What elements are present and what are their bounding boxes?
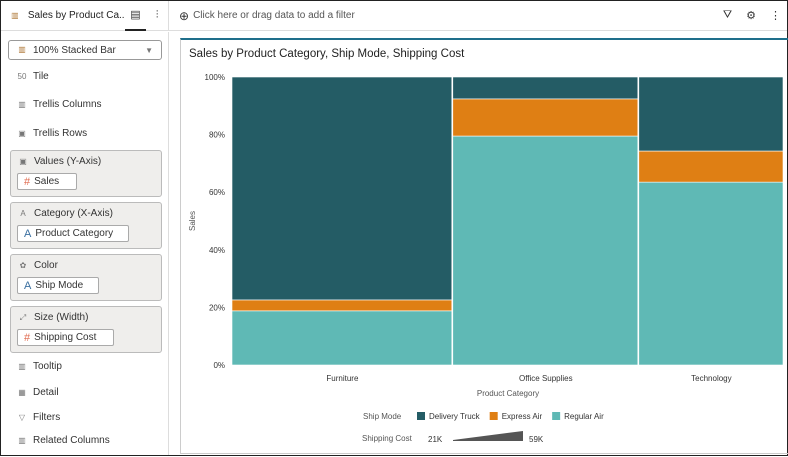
size-legend-max: 59K — [529, 435, 544, 444]
chart-type-value: 100% Stacked Bar — [33, 44, 116, 56]
y-tick-label: 80% — [209, 131, 225, 140]
grammar-panel: ▥ 100% Stacked Bar ▼ 50 Tile ▥ Trellis Col… — [1, 32, 169, 455]
number-icon: # — [24, 331, 31, 344]
bar-segment-delivery-truck[interactable] — [452, 76, 639, 100]
size-legend-min: 21K — [428, 435, 443, 444]
drop-zone-related-columns[interactable]: ▥ Related Columns — [17, 435, 110, 446]
y-tick-label: 0% — [213, 361, 225, 370]
bar-segment-regular-air[interactable] — [638, 181, 784, 366]
item-label: Trellis Rows — [33, 128, 88, 139]
y-tick-label: 100% — [205, 73, 225, 82]
legend-item[interactable]: Delivery Truck — [429, 412, 481, 421]
drop-zone-filters[interactable]: ▽ Filters — [17, 412, 60, 423]
zone-label: Color — [34, 260, 58, 271]
y-axis-label: Sales — [188, 211, 197, 231]
related-columns-icon: ▥ — [18, 435, 26, 445]
column-pill-ship-mode[interactable]: A Ship Mode — [17, 277, 99, 294]
palette-icon: ✿ — [19, 260, 27, 270]
x-tick-label: Office Supplies — [519, 374, 573, 383]
column-pill-product-category[interactable]: A Product Category — [17, 225, 129, 242]
x-tick-label: Furniture — [326, 374, 359, 383]
bar-segment-regular-air[interactable] — [231, 310, 453, 366]
drop-zone-tile[interactable]: 50 Tile — [17, 71, 49, 82]
filter-options-icon[interactable]: ⛛ — [722, 9, 733, 21]
chart-type-select[interactable]: ▥ 100% Stacked Bar ▼ — [8, 40, 162, 60]
drop-zone-color[interactable]: ✿ Color A Ship Mode — [10, 254, 162, 301]
column-pill-sales[interactable]: # Sales — [17, 173, 77, 190]
drop-zone-tooltip[interactable]: ▥ Tooltip — [17, 361, 62, 372]
number-icon: # — [24, 175, 31, 188]
legend-swatch[interactable] — [489, 412, 498, 420]
item-label: Tooltip — [33, 361, 62, 372]
chevron-down-icon: ▼ — [145, 45, 153, 55]
size-legend-title: Shipping Cost — [362, 434, 413, 443]
visualization-title-tab[interactable]: Sales by Product Ca... — [27, 10, 125, 21]
x-axis-label: Product Category — [477, 389, 539, 398]
bar-segment-delivery-truck[interactable] — [638, 76, 784, 152]
zone-label: Size (Width) — [34, 312, 89, 323]
properties-tab-icon[interactable]: ⫶ — [155, 9, 159, 21]
resize-icon: ⤢ — [19, 312, 27, 322]
y-tick-label: 20% — [209, 303, 225, 312]
add-filter-icon[interactable]: ⊕ — [179, 8, 190, 23]
item-label: Related Columns — [33, 435, 110, 446]
more-icon[interactable]: ⋮ — [770, 10, 781, 22]
pill-label: Sales — [34, 176, 60, 187]
chart-card: Sales by Product Category, Ship Mode, Sh… — [180, 38, 788, 454]
grammar-tab-icon[interactable]: ▤ — [124, 1, 147, 31]
drop-zone-trellis-rows[interactable]: ▣ Trellis Rows — [17, 128, 87, 139]
y-tick-label: 60% — [209, 188, 225, 197]
text-icon: A — [24, 279, 32, 292]
drop-zone-trellis-columns[interactable]: ▥ Trellis Columns — [17, 99, 102, 110]
legend-title: Ship Mode — [363, 412, 402, 421]
detail-icon: ▦ — [18, 387, 26, 397]
legend-item[interactable]: Regular Air — [564, 412, 604, 421]
drop-zone-size[interactable]: ⤢ Size (Width) # Shipping Cost — [10, 306, 162, 353]
bar-segment-express-air[interactable] — [638, 150, 784, 183]
bar-chart-icon: ▥ — [11, 10, 19, 20]
pill-label: Product Category — [35, 228, 114, 239]
zone-label: Values (Y-Axis) — [34, 156, 102, 167]
bar-segment-regular-air[interactable] — [452, 135, 639, 366]
x-tick-label: Technology — [691, 374, 731, 383]
bar-segment-express-air[interactable] — [452, 98, 639, 137]
item-label: Detail — [33, 387, 59, 398]
pill-label: Shipping Cost — [34, 332, 97, 343]
zone-label: Category (X-Axis) — [34, 208, 113, 219]
bar-chart-icon: ▥ — [18, 45, 26, 54]
item-label: Trellis Columns — [33, 99, 102, 110]
bar-segment-delivery-truck[interactable] — [231, 76, 453, 301]
legend-swatch[interactable] — [417, 412, 425, 420]
values-icon: ▣ — [19, 156, 27, 166]
legend-swatch[interactable] — [552, 412, 561, 420]
filter-placeholder[interactable]: Click here or drag data to add a filter — [193, 10, 355, 21]
bar-segment-express-air[interactable] — [231, 299, 453, 312]
drop-zone-values[interactable]: ▣ Values (Y-Axis) # Sales — [10, 150, 162, 197]
drop-zone-detail[interactable]: ▦ Detail — [17, 387, 59, 398]
item-label: Filters — [33, 412, 61, 423]
trellis-rows-icon: ▣ — [18, 128, 26, 138]
chart-title: Sales by Product Category, Ship Mode, Sh… — [189, 48, 465, 60]
y-tick-label: 40% — [209, 246, 225, 255]
settings-icon[interactable]: ⚙ — [746, 10, 756, 22]
text-icon: A — [24, 227, 32, 240]
item-label: Tile — [33, 71, 49, 82]
tooltip-icon: ▥ — [18, 361, 26, 371]
column-pill-shipping-cost[interactable]: # Shipping Cost — [17, 329, 114, 346]
tile-icon: 50 — [17, 71, 27, 81]
size-legend-wedge — [453, 431, 523, 441]
legend-item[interactable]: Express Air — [502, 412, 543, 421]
filter-bar[interactable]: ⊕ Click here or drag data to add a filte… — [169, 1, 787, 31]
drop-zone-category[interactable]: A Category (X-Axis) A Product Category — [10, 202, 162, 249]
filter-icon: ▽ — [18, 412, 26, 422]
sheet-tab-header: ▥ Sales by Product Ca... ▤ ⫶ — [1, 1, 169, 31]
category-icon: A — [20, 208, 26, 218]
pill-label: Ship Mode — [35, 280, 84, 291]
trellis-columns-icon: ▥ — [18, 99, 26, 109]
